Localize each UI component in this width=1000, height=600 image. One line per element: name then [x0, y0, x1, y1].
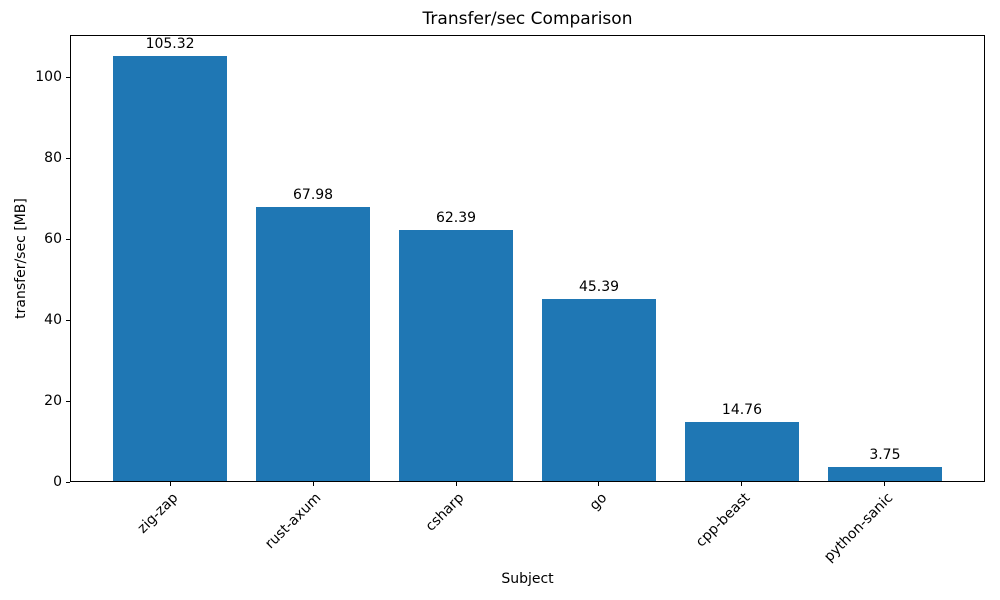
bar-rust-axum [255, 207, 371, 481]
chart-title: Transfer/sec Comparison [422, 9, 633, 29]
x-tick-mark [169, 482, 171, 486]
y-tick-mark [66, 239, 70, 240]
bar-cpp-beast [684, 422, 800, 481]
y-tick-label: 0 [53, 473, 62, 490]
y-tick-mark [66, 481, 70, 483]
bar-value-label: 62.39 [435, 209, 477, 226]
bar-go [541, 298, 657, 481]
y-tick-label: 20 [44, 392, 62, 409]
y-tick-label: 80 [44, 150, 62, 167]
bar-value-label: 14.76 [721, 402, 762, 419]
bar-value-label: 67.98 [293, 187, 334, 204]
y-tick-mark [66, 400, 70, 402]
x-tick-mark [741, 482, 743, 486]
y-tick-label: 60 [44, 231, 62, 247]
bar-zig-zap [112, 56, 228, 481]
x-axis-label: Subject [501, 571, 554, 587]
y-axis-label: transfer/sec [MB] [13, 198, 29, 319]
y-tick-mark [66, 77, 70, 79]
bar-python-sanic [827, 466, 943, 481]
x-tick-mark [455, 482, 457, 486]
bar-value-label: 105.32 [145, 36, 195, 53]
x-tick-mark [312, 482, 314, 486]
y-tick-mark [66, 158, 70, 160]
y-tick-mark [66, 319, 70, 321]
bar-value-label: 45.39 [578, 278, 620, 295]
y-tick-label: 100 [35, 69, 62, 86]
bar-csharp [398, 229, 514, 481]
y-tick-label: 40 [44, 311, 62, 328]
x-tick-mark [884, 482, 886, 486]
bar-value-label: 3.75 [869, 446, 901, 463]
x-tick-mark [598, 482, 600, 486]
